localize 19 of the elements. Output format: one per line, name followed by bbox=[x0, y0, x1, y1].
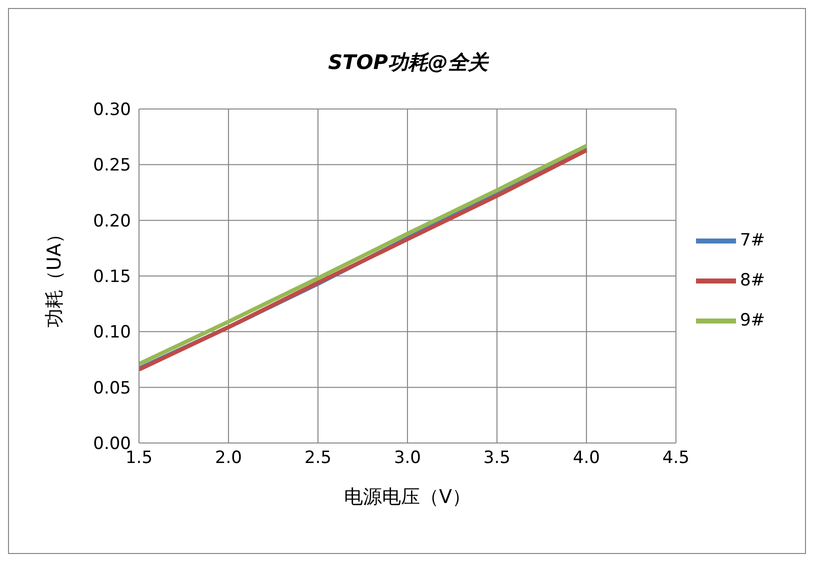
x-tick-label: 1.5 bbox=[125, 448, 153, 468]
legend-label: 7# bbox=[740, 230, 765, 251]
x-tick-label: 4.0 bbox=[572, 448, 600, 468]
y-tick-label: 0.20 bbox=[93, 211, 131, 232]
y-tick-label: 0.25 bbox=[93, 156, 131, 176]
y-tick-label: 0.10 bbox=[93, 322, 131, 343]
x-tick-label: 4.5 bbox=[662, 448, 690, 468]
legend-label: 8# bbox=[740, 270, 765, 291]
chart-title: STOP功耗@全关 bbox=[327, 49, 490, 76]
x-tick-label: 3.5 bbox=[483, 448, 510, 468]
x-tick-label: 2.0 bbox=[214, 448, 242, 468]
x-tick-label: 3.0 bbox=[394, 448, 421, 468]
y-axis-title: 功耗（UA） bbox=[44, 224, 66, 328]
y-tick-label: 0.15 bbox=[93, 267, 131, 288]
y-tick-label: 0.05 bbox=[93, 378, 131, 398]
x-tick-label: 2.5 bbox=[304, 448, 332, 468]
y-tick-label: 0.30 bbox=[93, 100, 131, 120]
x-axis-title: 电源电压（V） bbox=[344, 486, 471, 508]
legend-label: 9# bbox=[740, 310, 765, 331]
